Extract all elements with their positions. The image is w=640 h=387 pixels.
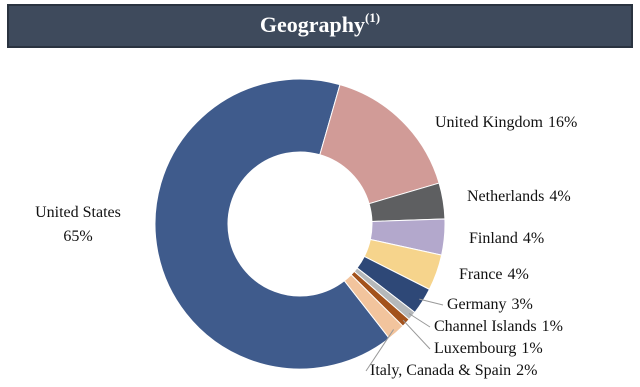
category-label: Italy, Canada & Spain: [370, 362, 511, 379]
slice-label: Netherlands 4%: [467, 188, 571, 205]
value-label: 1%: [542, 318, 563, 335]
category-label: France: [459, 266, 503, 283]
leader-line: [365, 329, 395, 372]
value-label: 3%: [512, 296, 533, 313]
value-label: 16%: [548, 114, 577, 131]
labels: United States 65% United Kingdom 16% Netherl…: [35, 114, 577, 379]
category-label: Finland: [469, 230, 518, 247]
leader-line: [419, 298, 444, 306]
slice-label: Finland 4%: [469, 230, 544, 247]
leader-line: [408, 313, 431, 328]
category-label: Channel Islands: [434, 318, 537, 335]
slice-label: Germany 3%: [447, 296, 533, 313]
title-note: (1): [365, 10, 380, 25]
donut: [154, 78, 446, 370]
value-label: 4%: [508, 266, 529, 283]
slice-label: United Kingdom 16%: [435, 114, 577, 131]
category-label: United Kingdom: [435, 114, 544, 131]
value-label: 4%: [523, 230, 544, 247]
value-label: 1%: [521, 340, 542, 357]
title-bar: [7, 4, 633, 48]
slice: [343, 274, 404, 339]
slice-label: Italy, Canada & Spain 2%: [370, 362, 537, 379]
chart-title: Geography: [260, 12, 365, 37]
value-label: 65%: [63, 228, 92, 245]
chart-title-group: Geography(1): [260, 10, 380, 37]
category-label: Luxembourg: [434, 340, 516, 357]
category-label: United States: [35, 204, 121, 221]
slice-label: France 4%: [459, 266, 529, 283]
slice-label: United States 65%: [35, 204, 121, 245]
value-label: 2%: [516, 362, 537, 379]
slice-label: Luxembourg 1%: [434, 340, 543, 357]
slice: [319, 83, 440, 205]
category-label: Germany: [447, 296, 507, 313]
slice-label: Channel Islands 1%: [434, 318, 563, 335]
slice: [154, 78, 390, 370]
value-label: 4%: [549, 188, 570, 205]
leader-line: [402, 319, 431, 350]
category-label: Netherlands: [467, 188, 544, 205]
